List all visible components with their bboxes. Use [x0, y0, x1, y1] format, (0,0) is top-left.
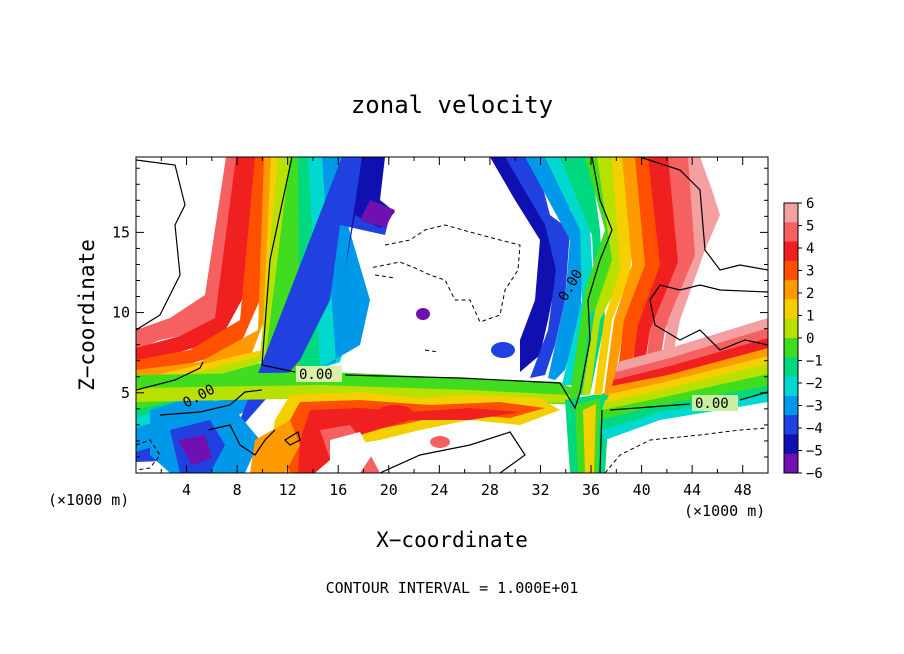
x-tick-label: 32	[531, 481, 549, 499]
colorbar-swatch	[784, 453, 798, 474]
x-tick-label: 8	[233, 481, 242, 499]
colorbar-swatch	[784, 299, 798, 320]
contour-solid	[261, 157, 296, 373]
colorbar-swatch	[784, 376, 798, 397]
field-band	[615, 157, 665, 395]
colorbar-label: −6	[806, 466, 823, 482]
contour-solid	[136, 361, 204, 391]
colorbar-swatch	[784, 318, 798, 339]
velocity-field	[136, 157, 768, 473]
field-band	[594, 157, 635, 395]
colorbar-label: −2	[806, 376, 823, 392]
contour-solid	[639, 157, 768, 271]
colorbar-label: 5	[806, 219, 814, 235]
y-axis-label: Z−coordinate	[75, 239, 99, 391]
y-axis: 5 10 15	[112, 167, 768, 458]
lower-blob	[377, 405, 413, 421]
x-tick-label: 16	[329, 481, 347, 499]
x-unit-left: (×1000 m)	[48, 491, 129, 509]
field-band	[600, 382, 768, 430]
field-blob	[416, 308, 430, 320]
chart-title: zonal velocity	[351, 91, 553, 119]
colorbar-label: 4	[806, 241, 814, 257]
contour-solid	[379, 431, 526, 473]
y-tick-label: 15	[112, 223, 130, 241]
lower-gap	[330, 432, 372, 473]
x-axis-label: X−coordinate	[376, 528, 528, 552]
field-band	[136, 157, 390, 462]
field-band	[582, 157, 622, 395]
colorbar-label: −1	[806, 354, 823, 370]
contour-solid	[207, 424, 276, 456]
x-tick-label: 4	[182, 481, 191, 499]
x-tick-label: 44	[683, 481, 701, 499]
colorbar-swatch	[784, 222, 798, 243]
x-tick-label: 12	[279, 481, 297, 499]
contour-label: 0.00	[695, 396, 729, 412]
x-unit-right: (×1000 m)	[684, 502, 765, 520]
field-band	[616, 318, 768, 372]
lower-band	[298, 408, 520, 473]
field-pocket	[178, 435, 212, 465]
field-band	[525, 157, 585, 380]
field-band	[136, 157, 268, 372]
contour-solid	[739, 391, 768, 401]
colorbar-swatch	[784, 241, 798, 262]
colorbar-label: 3	[806, 264, 814, 280]
colorbar-swatch	[784, 203, 798, 223]
vertical-column	[583, 404, 596, 473]
contour-dashed	[369, 224, 521, 323]
field-band	[136, 157, 260, 362]
contour-solid	[136, 159, 186, 331]
x-tick-label: 20	[380, 481, 398, 499]
x-tick-label: 40	[633, 481, 651, 499]
contour-dashed	[136, 439, 161, 471]
contour-solid	[344, 157, 613, 410]
x-tick-label: 24	[430, 481, 448, 499]
contour-interval-note: CONTOUR INTERVAL = 1.000E+01	[326, 579, 579, 597]
colorbar-label: 1	[806, 309, 814, 325]
colorbar-label: 2	[806, 286, 814, 302]
colorbar-swatch	[784, 338, 798, 358]
plot-frame	[135, 156, 769, 474]
contour-solid	[649, 284, 768, 351]
x-tick-label: 48	[734, 481, 752, 499]
lower-blob	[430, 436, 450, 448]
colorbar-swatch	[784, 260, 798, 281]
contour-dashed	[424, 349, 439, 353]
colorbar-swatch	[784, 415, 798, 435]
colorbar-swatch	[784, 395, 798, 416]
colorbar-label: −4	[806, 421, 823, 437]
field-blob	[491, 342, 515, 358]
y-tick-label: 5	[121, 384, 130, 402]
contour-lines	[136, 157, 768, 473]
field-band	[136, 157, 292, 398]
contour-label: 0.00	[299, 367, 333, 383]
x-tick-label: 36	[582, 481, 600, 499]
x-axis: 4 8 12 16 20 24 28 32 36 40 44 48	[160, 157, 752, 499]
colorbar: 6 5 4 3 2 1 0 −1 −2 −3 −4 −5 −6	[783, 196, 823, 482]
colorbar-label: −5	[806, 444, 823, 460]
colorbar-swatch	[784, 357, 798, 378]
colorbar-label: 6	[806, 196, 814, 212]
field-band	[570, 157, 615, 395]
contour-solid	[609, 403, 691, 411]
colorbar-label: 0	[806, 331, 814, 347]
colorbar-swatch	[784, 280, 798, 300]
contour-solid	[284, 431, 301, 446]
contour-solid	[599, 409, 603, 473]
x-tick-label: 28	[481, 481, 499, 499]
field-band	[360, 200, 395, 228]
contour-dashed	[374, 274, 396, 279]
lower-band	[250, 420, 300, 473]
contour-solid	[159, 389, 263, 416]
plot-area	[136, 157, 768, 473]
field-band	[604, 157, 650, 395]
colorbar-label: −3	[806, 399, 823, 415]
colorbar-swatch	[784, 434, 798, 455]
y-tick-label: 10	[112, 304, 130, 322]
field-band	[505, 157, 570, 378]
